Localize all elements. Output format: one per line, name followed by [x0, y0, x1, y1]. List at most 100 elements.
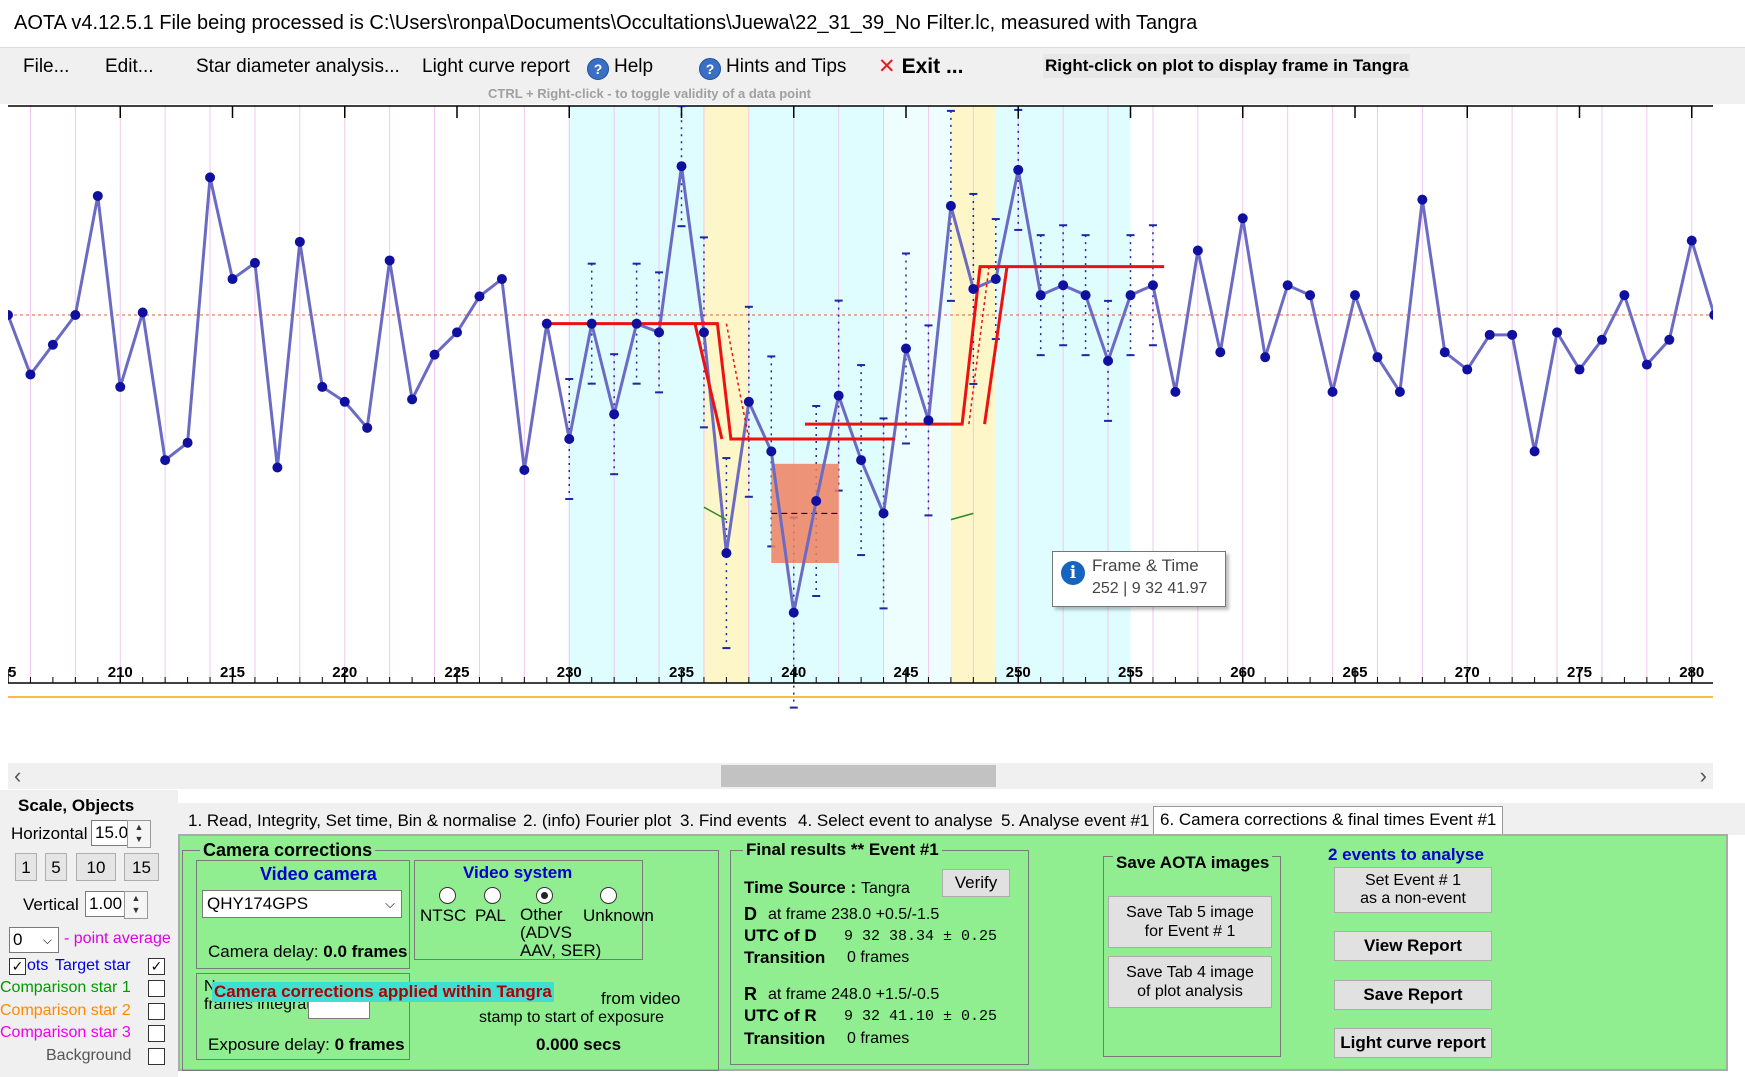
- data-point: [609, 409, 620, 420]
- unknown-label: Unknown: [583, 906, 654, 925]
- scale-5-button[interactable]: 5: [45, 853, 67, 881]
- exposure-delay-value: 0 frames: [334, 1035, 405, 1054]
- tab-read-integrity[interactable]: 1. Read, Integrity, Set time, Bin & norm…: [188, 811, 517, 830]
- data-point: [1574, 364, 1585, 375]
- verify-button[interactable]: Verify: [942, 869, 1010, 897]
- tab-camera-corrections[interactable]: 6. Camera corrections & final times Even…: [1153, 806, 1504, 836]
- menu-help-label: Help: [614, 56, 654, 77]
- data-point: [1125, 290, 1136, 301]
- data-point: [1484, 329, 1495, 340]
- data-point: [1350, 290, 1360, 301]
- vertical-spinner[interactable]: 1.00 ▲ ▼: [85, 891, 148, 919]
- data-point: [1282, 280, 1293, 291]
- data-point: [1709, 310, 1720, 320]
- transition-d-value: 0 frames: [847, 949, 910, 966]
- spin-arrows-icon[interactable]: ▲ ▼: [127, 820, 151, 848]
- utc-r-value: 9 32 41.10 ± 0.25: [844, 1008, 998, 1025]
- data-point: [878, 508, 889, 519]
- data-point: [3, 310, 13, 320]
- target-star-checkbox[interactable]: ✓: [148, 958, 165, 975]
- num-frames-input[interactable]: [308, 999, 370, 1019]
- tab-find-events[interactable]: 3. Find events: [680, 811, 787, 830]
- right-click-hint: Right-click on plot to display frame in …: [1043, 54, 1411, 78]
- x-tick-label: 215: [220, 664, 245, 681]
- tab-analyse-event[interactable]: 5. Analyse event #1: [1001, 811, 1150, 830]
- light-curve-svg[interactable]: 5 210 215 220 225 230 235 240 245 250 255 260 265 270…: [3, 105, 1720, 763]
- integration-group: [196, 973, 410, 1060]
- comp3-checkbox[interactable]: [148, 1025, 165, 1042]
- scrollbar-thumb[interactable]: [721, 765, 996, 787]
- comp1-checkbox[interactable]: [148, 980, 165, 997]
- data-point: [564, 434, 575, 444]
- data-point: [227, 274, 238, 285]
- menu-edit[interactable]: Edit...: [105, 56, 154, 77]
- menu-hints-label: Hints and Tips: [726, 56, 847, 77]
- scale-10-button[interactable]: 10: [76, 853, 116, 881]
- data-point: [1507, 329, 1518, 340]
- data-point: [249, 257, 260, 268]
- data-point: [339, 396, 350, 407]
- video-system-title: Video system: [460, 863, 576, 883]
- horizontal-spinner[interactable]: 15.0 ▲ ▼: [91, 820, 151, 848]
- help-icon: ?: [587, 58, 609, 80]
- vertical-value: 1.00: [89, 894, 123, 913]
- chevron-down-icon: ⌵: [42, 933, 52, 947]
- light-curve-plot[interactable]: 5 210 215 220 225 230 235 240 245 250 255 260 265 270…: [3, 105, 1720, 763]
- set-non-event-button[interactable]: Set Event # 1 as a non-event: [1334, 867, 1492, 913]
- tab-select-event[interactable]: 4. Select event to analyse: [798, 811, 993, 830]
- unknown-radio[interactable]: [600, 887, 617, 904]
- menu-bar: File... Edit... Star diameter analysis..…: [0, 48, 1745, 104]
- chevron-left-icon[interactable]: ‹: [14, 763, 22, 788]
- tooltip-title: Frame & Time: [1092, 556, 1199, 575]
- scale-15-button[interactable]: 15: [124, 853, 159, 881]
- view-report-button[interactable]: View Report: [1334, 931, 1492, 961]
- scale-1-button[interactable]: 1: [15, 853, 37, 881]
- target-star-label: Target star: [55, 957, 131, 974]
- spin-arrows-icon[interactable]: ▲ ▼: [124, 891, 148, 919]
- ctrl-hint: CTRL + Right-click - to toggle validity …: [488, 86, 811, 101]
- tab-fourier[interactable]: 2. (info) Fourier plot: [523, 811, 672, 830]
- background-checkbox[interactable]: [148, 1048, 165, 1065]
- camera-select[interactable]: QHY174GPS ⌵: [202, 890, 402, 918]
- data-point: [1664, 334, 1675, 345]
- save-tab4-button[interactable]: Save Tab 4 image of plot analysis: [1108, 956, 1272, 1008]
- plot-scrollbar[interactable]: ‹ ›: [8, 763, 1713, 789]
- data-point: [698, 327, 709, 338]
- comp2-label: Comparison star 2: [0, 1002, 131, 1019]
- data-point: [1394, 386, 1405, 397]
- menu-help[interactable]: ? Help: [587, 56, 653, 80]
- plots-checkbox[interactable]: ✓: [9, 958, 26, 975]
- save-tab5-button[interactable]: Save Tab 5 image for Event # 1: [1108, 896, 1272, 948]
- data-point: [1013, 164, 1024, 175]
- data-point: [811, 496, 822, 506]
- vertical-label: Vertical: [23, 895, 79, 914]
- data-point: [1552, 327, 1563, 338]
- x-tick-label: 275: [1567, 664, 1592, 681]
- data-point: [743, 396, 754, 407]
- menu-light-curve-report[interactable]: Light curve report: [422, 56, 570, 77]
- menu-hints[interactable]: ? Hints and Tips: [699, 56, 846, 80]
- x-tick-label: 255: [1118, 664, 1143, 681]
- transition-d-label: Transition: [744, 948, 826, 967]
- comp2-checkbox[interactable]: [148, 1003, 165, 1020]
- other-radio[interactable]: [536, 887, 553, 904]
- chevron-right-icon[interactable]: ›: [1699, 763, 1707, 788]
- exposure-delay-label: Exposure delay:: [208, 1035, 335, 1054]
- menu-exit[interactable]: ✕ Exit ...: [878, 54, 963, 79]
- point-average-select[interactable]: 0 ⌵: [9, 927, 59, 953]
- x-tick-label: 250: [1006, 664, 1031, 681]
- light-curve-report-button[interactable]: Light curve report: [1334, 1028, 1492, 1058]
- pal-radio[interactable]: [484, 887, 501, 904]
- camera-corrections-group: [182, 850, 719, 1071]
- data-point: [833, 390, 844, 401]
- data-point: [541, 318, 552, 329]
- data-point: [474, 291, 485, 302]
- menu-star-diameter[interactable]: Star diameter analysis...: [196, 56, 400, 77]
- menu-file[interactable]: File...: [23, 56, 70, 77]
- utc-d-label: UTC of D: [744, 926, 817, 945]
- data-point: [1417, 194, 1428, 205]
- data-point: [1260, 352, 1271, 363]
- ntsc-radio[interactable]: [439, 887, 456, 904]
- save-report-button[interactable]: Save Report: [1334, 980, 1492, 1010]
- x-tick-label: 235: [669, 664, 694, 681]
